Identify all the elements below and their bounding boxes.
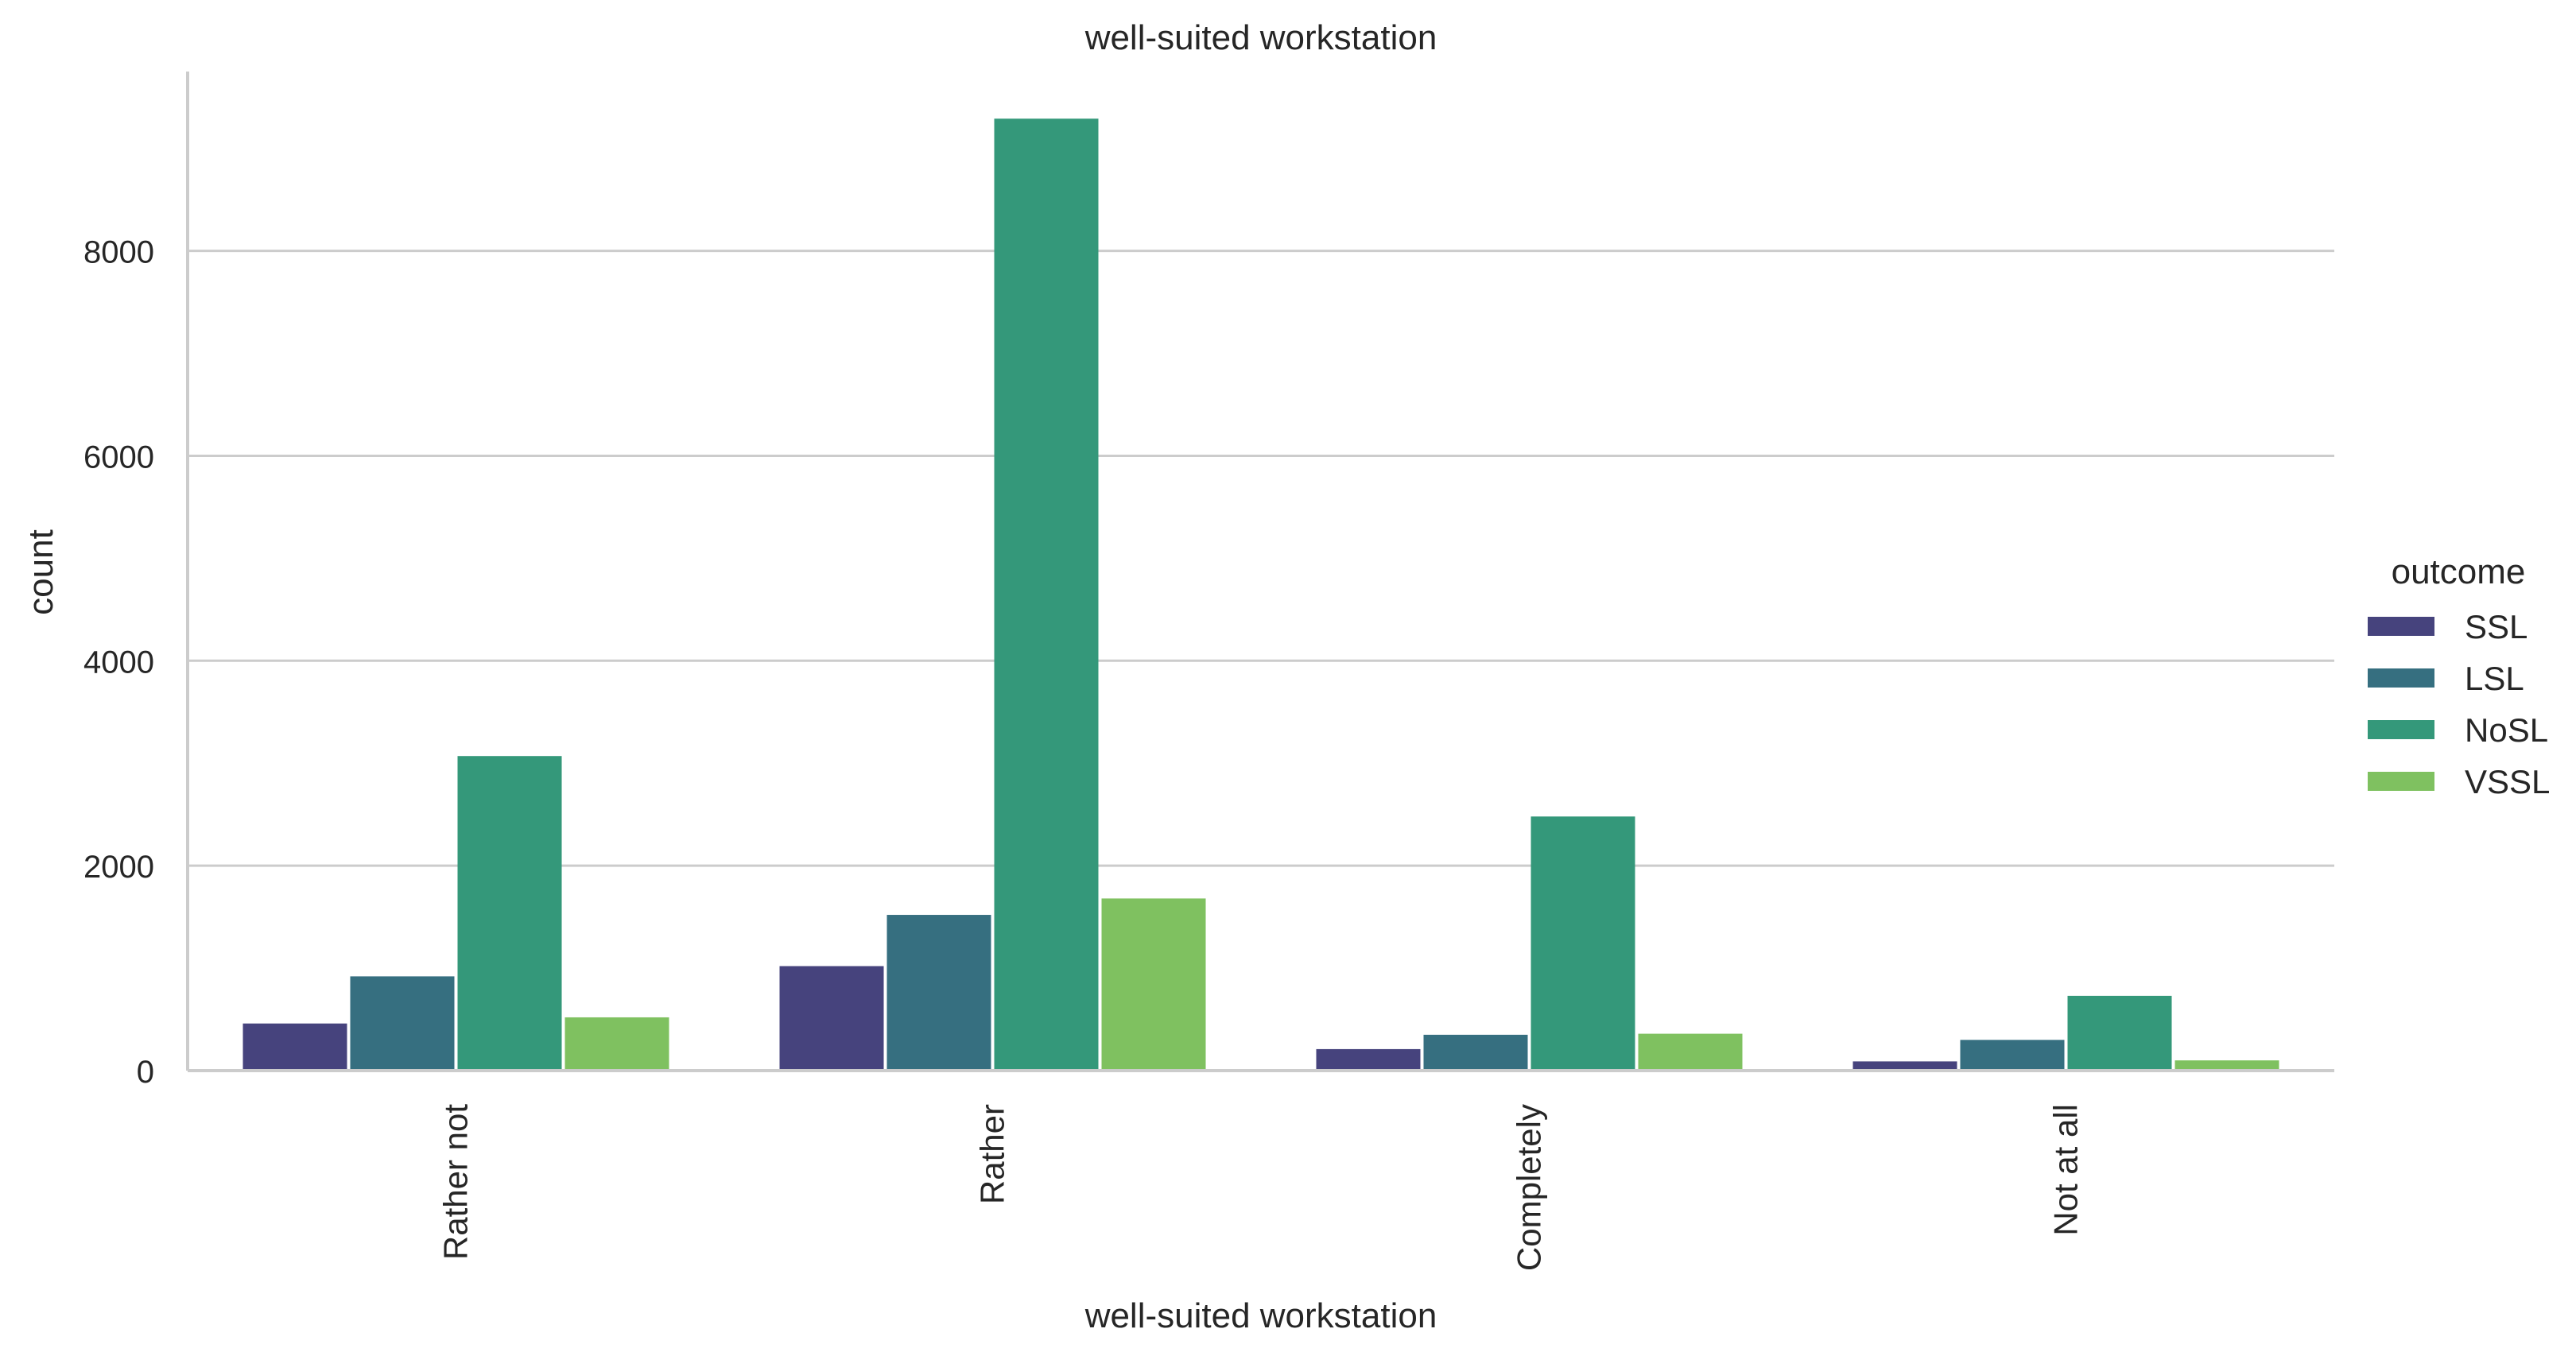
legend-swatch-lsl [2368,668,2434,688]
bar-vssl-1 [1101,898,1206,1071]
bar-lsl-1 [886,915,991,1071]
x-tick-label: Not at all [2047,1104,2085,1236]
bar-nosl-1 [994,118,1099,1071]
legend-swatch-nosl [2368,720,2434,739]
bar-ssl-2 [1316,1048,1421,1071]
x-tick-label: Completely [1511,1104,1548,1271]
y-tick-label: 0 [137,1055,154,1090]
bars [242,118,2279,1071]
y-tick-label: 4000 [83,645,154,680]
y-tick-label: 2000 [83,850,154,885]
legend-title: outcome [2392,552,2526,591]
bar-ssl-3 [1852,1061,1957,1071]
chart-title: well-suited workstation [1084,18,1437,57]
bar-nosl-0 [457,756,562,1071]
bar-vssl-3 [2174,1060,2279,1071]
bar-ssl-1 [779,966,884,1071]
x-tick-label: Rather [974,1104,1011,1204]
y-axis-label: count [21,529,60,615]
bar-vssl-2 [1638,1033,1743,1071]
y-tick-label: 8000 [83,235,154,270]
bar-lsl-0 [350,976,455,1071]
bar-lsl-2 [1423,1034,1528,1071]
legend-label: VSSL [2465,763,2550,800]
legend-swatch-ssl [2368,617,2434,636]
bar-ssl-0 [242,1023,347,1071]
legend-label: SSL [2465,608,2528,645]
legend: outcome SSL LSL NoSL VSSL [2368,552,2550,800]
x-axis-label: well-suited workstation [1084,1296,1437,1335]
axes: 0 2000 4000 6000 8000 Rather not Rather Complet… [83,72,2334,1271]
grid-lines [188,250,2334,867]
bar-lsl-3 [1960,1040,2065,1071]
x-tick-label: Rather not [437,1104,475,1260]
legend-label: NoSL [2465,711,2548,749]
y-tick-label: 6000 [83,440,154,475]
bar-vssl-0 [564,1017,669,1071]
bar-nosl-3 [2067,995,2172,1071]
legend-swatch-vssl [2368,772,2434,791]
legend-label: LSL [2465,660,2524,697]
bar-nosl-2 [1530,816,1635,1071]
